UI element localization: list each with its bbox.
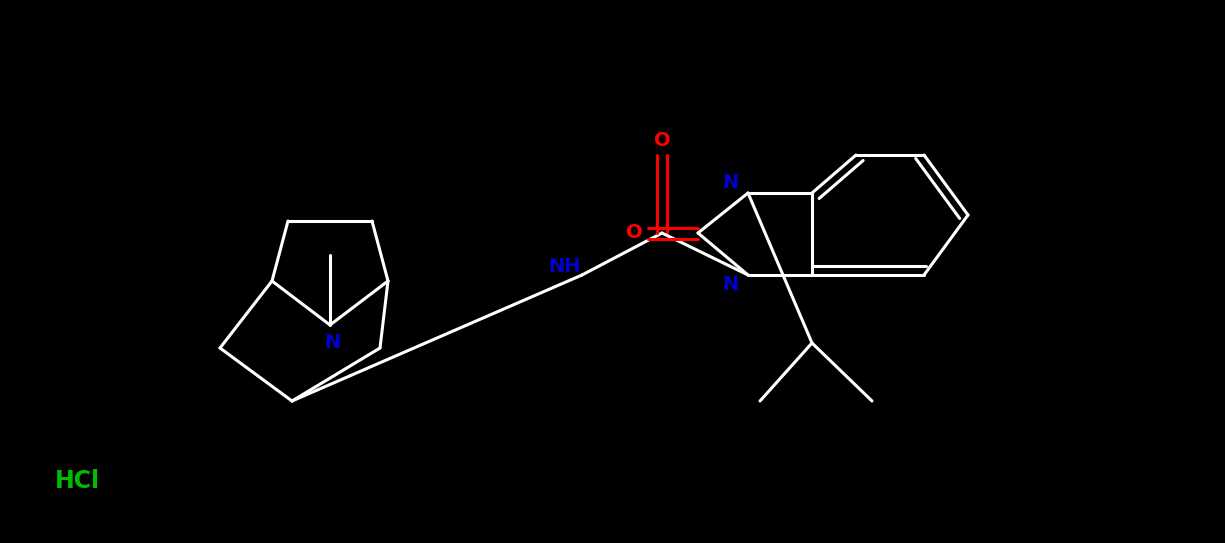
Text: O: O xyxy=(626,224,642,243)
Text: N: N xyxy=(722,275,739,294)
Text: NH: NH xyxy=(548,257,581,276)
Text: HCl: HCl xyxy=(55,469,100,493)
Text: N: N xyxy=(722,174,739,193)
Text: O: O xyxy=(654,130,670,149)
Text: N: N xyxy=(323,333,341,352)
